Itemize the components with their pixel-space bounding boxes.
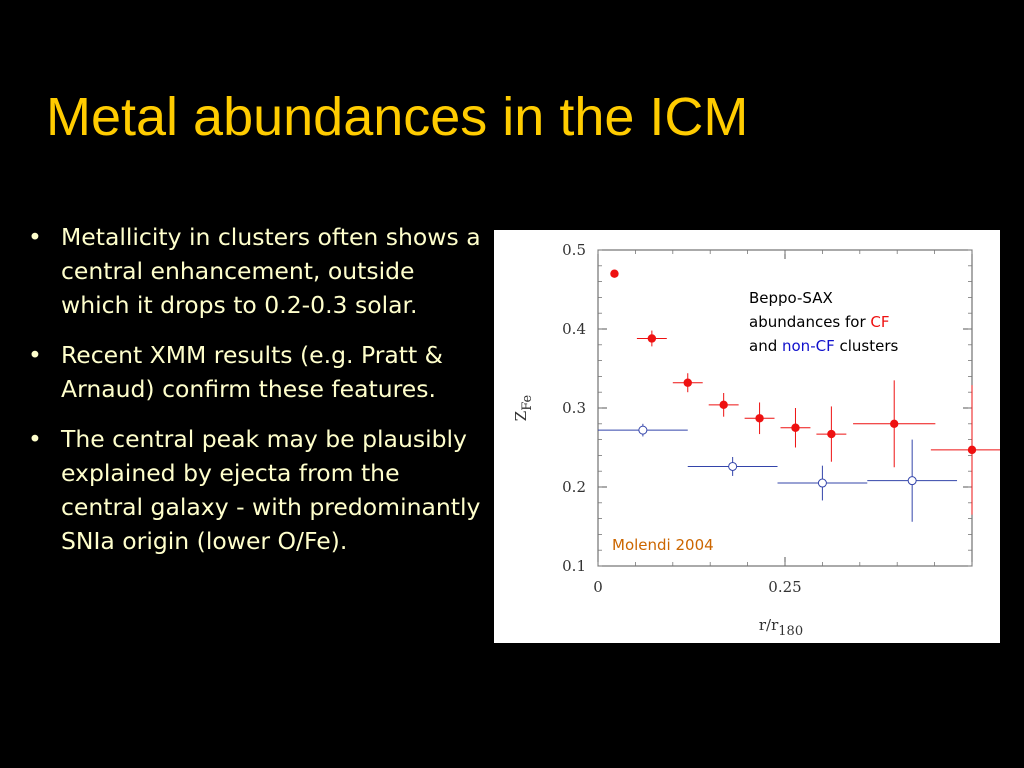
- noncf-point: [907, 476, 917, 486]
- noncf-point: [817, 478, 827, 488]
- y-axis-label-subscript: Fe: [520, 394, 535, 410]
- bullet-dot: •: [28, 223, 42, 251]
- y-tick-label: 0.2: [562, 478, 586, 496]
- y-tick-label: 0.4: [562, 320, 586, 338]
- bullet-list: • Metallicity in clusters often shows a …: [28, 220, 488, 574]
- x-axis-label-subscript: 180: [778, 624, 803, 639]
- annotation-text: and: [749, 337, 782, 355]
- abundance-chart: 0.1 0.2 0.3 0.4 0.5 0 0.25 r/r180 ZFe: [512, 241, 1000, 639]
- bullet-item: • Recent XMM results (e.g. Pratt & Arnau…: [28, 338, 488, 406]
- cf-point: [719, 400, 728, 410]
- bullet-text: Metallicity in clusters often shows a ce…: [61, 223, 481, 319]
- bullet-text: Recent XMM results (e.g. Pratt & Arnaud)…: [61, 341, 444, 403]
- bullet-dot: •: [28, 425, 42, 453]
- cf-point: [827, 429, 836, 439]
- x-tick-label: 0: [593, 578, 603, 596]
- chart-credit: Molendi 2004: [612, 536, 714, 554]
- annotation-line: abundances for CF: [749, 310, 898, 334]
- chart-annotation: Beppo-SAX abundances for CF and non-CF c…: [749, 286, 898, 358]
- y-axis-label: ZFe: [512, 394, 535, 421]
- y-tick-label: 0.3: [562, 399, 586, 417]
- annotation-line: Beppo-SAX: [749, 289, 833, 307]
- slide-title: Metal abundances in the ICM: [46, 87, 749, 147]
- cf-point: [755, 414, 764, 423]
- bullet-item: • Metallicity in clusters often shows a …: [28, 220, 488, 322]
- cf-point: [890, 419, 899, 428]
- cf-point: [791, 423, 800, 432]
- cf-point: [647, 334, 657, 343]
- cf-point: [610, 269, 619, 278]
- cf-point: [683, 378, 692, 387]
- y-tick-label: 0.1: [562, 557, 586, 575]
- cf-label: CF: [870, 313, 890, 331]
- bullet-item: • The central peak may be plausibly expl…: [28, 422, 488, 558]
- x-axis-label: r/r180: [759, 616, 803, 639]
- x-tick-label: 0.25: [768, 578, 801, 596]
- bullet-dot: •: [28, 341, 42, 369]
- noncf-point: [728, 461, 738, 471]
- bullet-text: The central peak may be plausibly explai…: [61, 425, 481, 555]
- noncf-label: non-CF: [782, 337, 835, 355]
- annotation-text: abundances for: [749, 313, 871, 331]
- noncf-point: [638, 425, 648, 435]
- chart-panel: 0.1 0.2 0.3 0.4 0.5 0 0.25 r/r180 ZFe Beppo-SAX …: [494, 230, 1000, 643]
- y-tick-label: 0.5: [562, 241, 586, 259]
- cf-point: [967, 445, 977, 455]
- annotation-text: clusters: [834, 337, 899, 355]
- annotation-line: and non-CF clusters: [749, 334, 898, 358]
